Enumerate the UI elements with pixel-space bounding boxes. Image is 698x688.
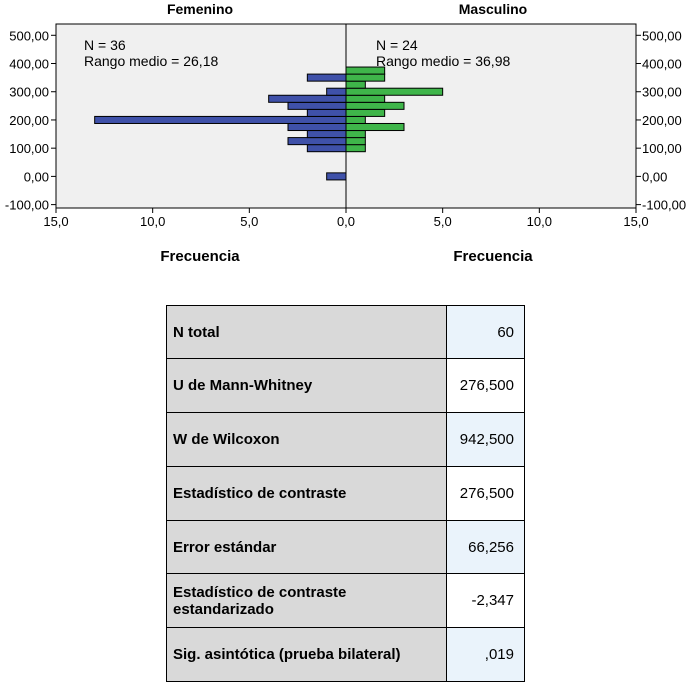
rank-label-masculino: Rango medio = 36,98	[376, 53, 510, 69]
bar-masculino-275	[345, 94, 386, 103]
y-tick-label-right: 400,00	[642, 57, 682, 72]
bar-masculino-250	[345, 101, 405, 110]
y-tick-label-left: 100,00	[9, 141, 49, 156]
stat-label: Estadístico de contraste estandarizado	[166, 573, 447, 628]
stats-row: W de Wilcoxon 942,500	[166, 412, 525, 467]
bar-masculino-125	[345, 137, 366, 146]
bar-masculino-350	[345, 73, 386, 82]
bar-femenino-250	[287, 101, 347, 110]
stat-label: N total	[166, 305, 447, 359]
x-axis: 15,0 10,0 5,0 0,0 5,0 10,0 15,0	[43, 208, 649, 229]
stat-label: Estadístico de contraste	[166, 466, 447, 521]
bar-femenino-300	[326, 87, 347, 96]
bar-femenino-125	[287, 137, 347, 146]
bar-masculino-325	[345, 80, 366, 89]
bar-femenino-100	[306, 144, 347, 153]
stats-row: U de Mann-Whitney 276,500	[166, 358, 525, 413]
x-tick-label: 5,0	[240, 214, 258, 229]
y-tick-label-left: 400,00	[9, 57, 49, 72]
y-tick-label-right: 300,00	[642, 85, 682, 100]
x-tick-label: 15,0	[623, 214, 648, 229]
bar-masculino-150	[345, 130, 366, 139]
stat-value: 66,256	[446, 520, 525, 574]
bar-masculino-200	[345, 115, 366, 124]
x-tick-label: 5,0	[434, 214, 452, 229]
stat-label: Sig. asintótica (prueba bilateral)	[166, 627, 447, 682]
stat-value: 942,500	[446, 412, 525, 467]
panel-title-masculino: Masculino	[459, 1, 527, 17]
y-tick-label-left: 0,00	[24, 169, 49, 184]
stats-row: Estadístico de contraste 276,500	[166, 466, 525, 521]
x-axis-label-right: Frecuencia	[453, 248, 533, 265]
y-tick-label-left: 500,00	[9, 28, 49, 43]
bar-masculino-300	[345, 87, 444, 96]
rank-label-femenino: Rango medio = 26,18	[84, 53, 218, 69]
bar-masculino-100	[345, 144, 366, 153]
x-tick-label: 15,0	[43, 214, 68, 229]
stat-value: 60	[446, 305, 525, 359]
stat-label: Error estándar	[166, 520, 447, 574]
bar-femenino-150	[306, 130, 347, 139]
stat-label: W de Wilcoxon	[166, 412, 447, 467]
y-tick-label-left: -100,00	[5, 198, 49, 213]
stat-value: 276,500	[446, 358, 525, 413]
y-tick-label-right: 500,00	[642, 28, 682, 43]
y-tick-label-right: 100,00	[642, 141, 682, 156]
stat-value: ,019	[446, 627, 525, 682]
bar-masculino-225	[345, 108, 386, 117]
bar-femenino-200	[94, 115, 347, 124]
stats-row: Estadístico de contraste estandarizado -2…	[166, 573, 525, 628]
bar-femenino-225	[306, 108, 347, 117]
stats-row: N total 60	[166, 305, 525, 359]
x-tick-label: 0,0	[337, 214, 355, 229]
bar-femenino-0	[326, 172, 347, 181]
pyramid-histogram: -100,00 0,00 100,00 200,00 300,00 400,00 500,0…	[5, 1, 686, 265]
y-tick-label-left: 300,00	[9, 85, 49, 100]
x-tick-label: 10,0	[140, 214, 165, 229]
n-label-femenino: N = 36	[84, 37, 126, 53]
stats-row: Error estándar 66,256	[166, 520, 525, 574]
y-tick-label-right: 0,00	[642, 169, 667, 184]
n-label-masculino: N = 24	[376, 37, 418, 53]
bar-femenino-350	[306, 73, 347, 82]
stat-value: 276,500	[446, 466, 525, 521]
bar-masculino-175	[345, 122, 405, 132]
bar-femenino-275	[268, 94, 347, 103]
y-tick-label-right: 200,00	[642, 113, 682, 128]
bar-femenino-175	[287, 122, 347, 132]
stat-value: -2,347	[446, 573, 525, 628]
panel-title-femenino: Femenino	[167, 1, 233, 17]
y-tick-label-right: -100,00	[642, 198, 686, 213]
test-statistics-table: N total 60 U de Mann-Whitney 276,500 W de Wi…	[166, 305, 525, 682]
stat-label: U de Mann-Whitney	[166, 358, 447, 413]
x-axis-label-left: Frecuencia	[160, 248, 240, 265]
y-axis-left: -100,00 0,00 100,00 200,00 300,00 400,00 500,0…	[5, 28, 56, 213]
y-tick-label-left: 200,00	[9, 113, 49, 128]
y-axis-right: -100,00 0,00 100,00 200,00 300,00 400,00 500,0…	[636, 28, 686, 213]
stats-row: Sig. asintótica (prueba bilateral) ,019	[166, 627, 525, 682]
x-tick-label: 10,0	[527, 214, 552, 229]
